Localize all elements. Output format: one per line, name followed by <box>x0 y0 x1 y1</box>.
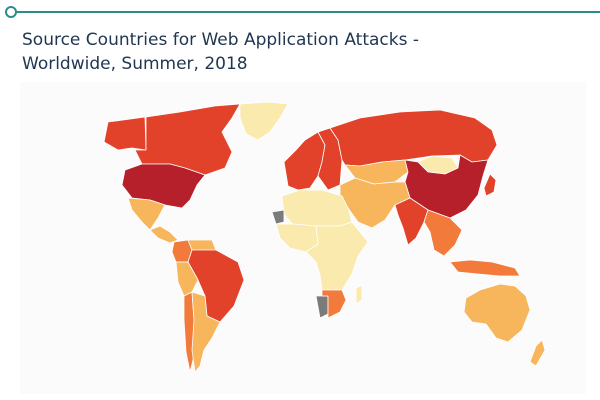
region-russia <box>329 109 498 167</box>
map-title-line-2: Worldwide, Summer, 2018 <box>22 54 248 74</box>
region-indonesia <box>449 259 521 277</box>
world-map <box>103 101 546 373</box>
region-southeast-asia <box>423 209 463 257</box>
region-alaska <box>103 116 147 151</box>
region-central-africa <box>305 221 369 291</box>
region-new-zealand <box>529 339 546 367</box>
region-argentina <box>191 291 221 373</box>
region-south-africa <box>321 289 347 319</box>
map-title: Source Countries for Web Application Att… <box>22 28 582 76</box>
region-india <box>394 197 429 246</box>
region-usa <box>121 163 206 209</box>
rule-circle-icon <box>5 6 17 18</box>
map-title-line-1: Source Countries for Web Application Att… <box>22 30 420 50</box>
top-rule <box>5 6 600 18</box>
region-central-america <box>149 225 179 244</box>
region-greenland <box>239 101 289 141</box>
region-namibia <box>315 295 329 319</box>
region-japan <box>483 173 497 197</box>
region-canada <box>134 103 241 176</box>
region-australia <box>463 283 531 343</box>
map-panel <box>20 82 586 394</box>
region-madagascar <box>355 284 363 305</box>
region-western-sahara <box>271 209 285 225</box>
region-mexico <box>127 197 166 231</box>
region-western-europe <box>283 131 326 191</box>
